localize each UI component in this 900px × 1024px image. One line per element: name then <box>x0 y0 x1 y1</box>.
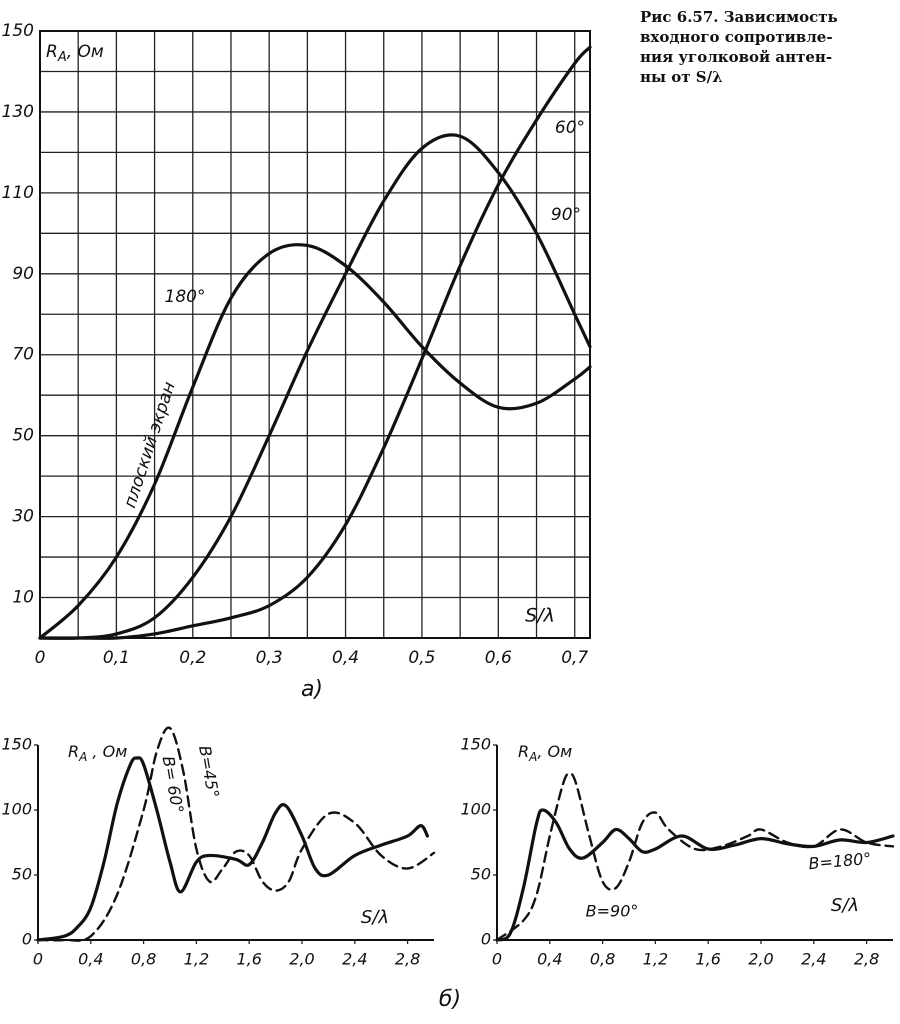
panel-label: а) <box>301 677 323 702</box>
y-tick-label: 130 <box>2 102 34 122</box>
y-tick-label: 10 <box>12 588 34 608</box>
series-label: B=45° <box>195 744 223 799</box>
caption-line: входного сопротивле- <box>640 28 833 46</box>
y-tick-label: 110 <box>2 183 34 203</box>
y-tick-label: 30 <box>12 507 34 527</box>
y-tick-label: 0 <box>22 930 32 949</box>
series-label: B= 60° <box>159 755 188 815</box>
series-label: 180° <box>165 287 206 307</box>
y-tick-label: 150 <box>2 21 34 41</box>
x-tick-label: 0,5 <box>408 648 435 668</box>
y-tick-label: 50 <box>471 865 491 884</box>
line-series <box>38 45 592 640</box>
line-series <box>36 756 429 942</box>
y-tick-label: 50 <box>12 865 32 884</box>
x-tick-label: 1,2 <box>643 950 668 969</box>
y-axis-label-main: R <box>68 742 79 761</box>
x-axis-label: S/λ <box>361 907 389 928</box>
x-axis-label: S/λ <box>525 605 555 627</box>
y-axis-label-sub: A <box>528 750 537 764</box>
y-axis-label: RA, Ом <box>518 742 572 764</box>
line-series <box>38 243 592 640</box>
x-tick-label: 0,7 <box>561 648 588 668</box>
x-tick-label: 2,4 <box>342 950 367 969</box>
line-series <box>36 726 436 942</box>
x-tick-label: 1,6 <box>695 950 720 969</box>
y-axis-label-unit: , Ом <box>537 742 572 761</box>
x-tick-label: 0,8 <box>131 950 156 969</box>
x-tick-label: 2,4 <box>801 950 826 969</box>
line-series <box>495 808 895 942</box>
y-tick-label: 150 <box>460 735 491 754</box>
y-axis-label-main: R <box>46 42 58 62</box>
panel-label: б) <box>439 987 461 1012</box>
x-tick-label: 0 <box>33 950 43 969</box>
line-series <box>495 772 895 942</box>
chart: 0 0,4 0,8 1,2 1,6 2,0 2,4 2,8 0 50 100 150 RA, Ом S/λ… <box>460 735 895 969</box>
y-tick-label: 70 <box>12 345 34 365</box>
chart: 0 0,1 0,2 0,3 0,4 0,5 0,6 0,7 10 30 50 70 90 110 130 15… <box>2 21 592 702</box>
plot-frame <box>39 30 591 639</box>
x-tick-label: 0,2 <box>179 648 206 668</box>
y-axis-label-sub: A <box>57 50 67 65</box>
x-tick-label: 0,1 <box>103 648 130 668</box>
x-tick-label: 2,0 <box>748 950 773 969</box>
y-axis-label-unit: , Ом <box>87 742 127 761</box>
y-axis-label: RA, Ом <box>46 42 104 65</box>
x-axis-label: S/λ <box>831 895 859 916</box>
series-label: 60° <box>555 118 585 138</box>
line-series <box>38 133 592 640</box>
y-tick-label: 0 <box>481 930 491 949</box>
y-tick-label: 100 <box>1 800 32 819</box>
y-tick-label: 50 <box>12 426 34 446</box>
series-label: B=90° <box>586 902 639 921</box>
y-axis-label: RA , Ом <box>68 742 127 764</box>
x-tick-label: 0 <box>492 950 502 969</box>
y-tick-label: 100 <box>460 800 491 819</box>
x-tick-label: 0 <box>35 648 46 668</box>
caption-line: Рис 6.57. Зависимость <box>640 8 838 26</box>
x-tick-label: 2,8 <box>395 950 420 969</box>
x-tick-label: 1,6 <box>236 950 261 969</box>
y-tick-label: 90 <box>12 264 34 284</box>
y-tick-label: 150 <box>1 735 32 754</box>
x-tick-label: 0,4 <box>537 950 562 969</box>
y-axis-label-main: R <box>518 742 529 761</box>
x-tick-label: 1,2 <box>184 950 209 969</box>
y-axis-label-sub: A <box>78 750 87 764</box>
x-tick-label: 0,6 <box>485 648 512 668</box>
x-tick-label: 0,4 <box>78 950 103 969</box>
series-label: B=180° <box>808 849 872 873</box>
x-tick-label: 2,0 <box>289 950 314 969</box>
x-tick-label: 0,4 <box>332 648 359 668</box>
y-axis-label-unit: , Ом <box>67 42 104 62</box>
x-tick-label: 0,3 <box>256 648 283 668</box>
chart: 0 0,4 0,8 1,2 1,6 2,0 2,4 2,8 0 50 100 150 RA , Ом S/… <box>1 726 436 969</box>
series-label: 90° <box>551 205 581 225</box>
caption-line: ны от S/λ <box>640 68 723 86</box>
x-tick-label: 2,8 <box>854 950 879 969</box>
caption-line: ния уголковой антен- <box>640 48 832 66</box>
x-tick-label: 0,8 <box>590 950 615 969</box>
